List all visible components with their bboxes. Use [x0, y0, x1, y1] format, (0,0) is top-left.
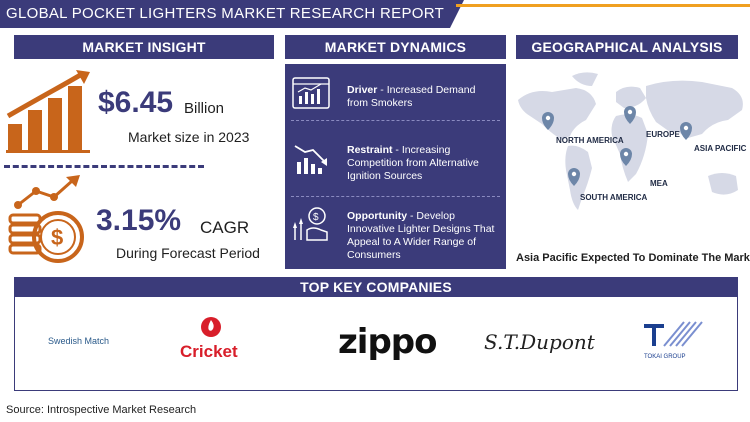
cricket-wordmark: Cricket	[180, 342, 238, 361]
swedish-match-logo: Swedish Match	[48, 336, 110, 346]
cagr-value: 3.15%	[96, 204, 182, 237]
market-dynamics-panel: Driver - Increased Demand from Smokers R…	[285, 64, 506, 269]
dynamics-divider	[291, 196, 500, 197]
growth-hand-icon: $	[293, 207, 328, 241]
top-key-companies-header: TOP KEY COMPANIES	[14, 277, 738, 297]
flame-icon	[201, 317, 221, 337]
dashboard-chart-icon	[292, 77, 330, 109]
tokai-group-logo: TOKAI GROUP	[640, 318, 710, 368]
cagr-unit: CAGR	[200, 218, 250, 237]
region-label-north-america: NORTH AMERICA	[556, 136, 624, 145]
svg-text:$: $	[313, 212, 319, 223]
bar-chart-growth-icon	[6, 70, 90, 153]
region-label-asia-pacific: ASIA PACIFIC	[694, 144, 747, 153]
market-size-unit: Billion	[184, 100, 225, 117]
geographical-analysis-header: GEOGRAPHICAL ANALYSIS	[516, 35, 738, 59]
region-label-europe: EUROPE	[646, 130, 680, 139]
title-bar: GLOBAL POCKET LIGHTERS MARKET RESEARCH R…	[0, 0, 464, 28]
cagr-caption: During Forecast Period	[116, 245, 260, 261]
cricket-logo: Cricket	[180, 316, 240, 366]
region-label-mea: MEA	[650, 179, 668, 188]
report-title: GLOBAL POCKET LIGHTERS MARKET RESEARCH R…	[6, 5, 445, 22]
geo-caption: Asia Pacific Expected To Dominate The Ma…	[516, 252, 750, 264]
market-dynamics-header: MARKET DYNAMICS	[285, 35, 506, 59]
restraint-text: Restraint - Increasing Competition from …	[347, 144, 479, 182]
dynamics-divider	[291, 120, 500, 121]
declining-chart-icon	[294, 145, 327, 174]
driver-text: Driver - Increased Demand from Smokers	[347, 84, 476, 109]
tokai-wordmark: TOKAI GROUP	[644, 354, 686, 360]
market-insight-header: MARKET INSIGHT	[14, 35, 274, 59]
source-note: Source: Introspective Market Research	[6, 404, 197, 416]
world-map	[518, 72, 743, 210]
market-size-value: $6.45	[98, 86, 174, 119]
coins-growth-icon: $	[8, 175, 84, 263]
market-size-caption: Market size in 2023	[128, 129, 250, 145]
region-label-south-america: SOUTH AMERICA	[580, 193, 648, 202]
st-dupont-logo: S.T.Dupont	[484, 330, 595, 354]
opportunity-text: Opportunity - Develop Innovative Lighter…	[347, 210, 495, 261]
svg-text:$: $	[51, 225, 63, 250]
zippo-logo: zippo	[338, 322, 437, 362]
title-bar-accent	[450, 0, 464, 28]
title-accent-line	[456, 4, 750, 7]
tokai-mark-icon	[644, 321, 703, 347]
insight-divider	[4, 165, 204, 168]
